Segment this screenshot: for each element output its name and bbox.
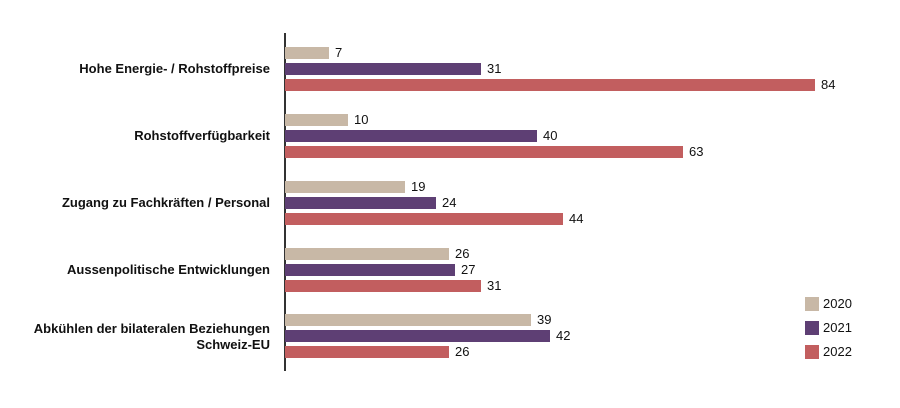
data-label: 39 [537, 312, 552, 327]
bar-2021 [285, 130, 537, 142]
bar-2021 [285, 63, 481, 75]
bar-2022 [285, 280, 481, 292]
data-label: 10 [354, 112, 369, 127]
bar-2020 [285, 47, 329, 59]
category-label: Rohstoffverfügbarkeit [134, 128, 270, 143]
legend-label: 2022 [823, 344, 852, 359]
data-label: 40 [543, 128, 558, 143]
legend-label: 2021 [823, 320, 852, 335]
bar-2020 [285, 114, 348, 126]
data-label: 42 [556, 328, 571, 343]
bar-2021 [285, 197, 436, 209]
bar-2021 [285, 264, 455, 276]
bar-2020 [285, 248, 449, 260]
data-label: 44 [569, 211, 584, 226]
data-label: 84 [821, 77, 836, 92]
data-label: 31 [487, 61, 502, 76]
data-label: 7 [335, 45, 343, 60]
category-label: Zugang zu Fachkräften / Personal [61, 195, 270, 210]
data-label: 24 [442, 195, 457, 210]
category-label: Abkühlen der bilateralen Beziehungen [33, 321, 270, 336]
bar-2022 [285, 213, 563, 225]
data-label: 27 [461, 262, 476, 277]
legend-swatch [805, 321, 819, 335]
legend-swatch [805, 297, 819, 311]
bar-2022 [285, 346, 449, 358]
data-label: 63 [689, 144, 704, 159]
bar-2022 [285, 146, 683, 158]
data-label: 19 [411, 179, 426, 194]
category-label: Hohe Energie- / Rohstoffpreise [79, 61, 270, 76]
bar-2020 [285, 181, 405, 193]
category-label: Aussenpolitische Entwicklungen [67, 262, 270, 277]
bar-2020 [285, 314, 531, 326]
bar-2021 [285, 330, 550, 342]
category-label: Schweiz-EU [196, 337, 270, 352]
y-axis-line [284, 33, 286, 371]
legend-swatch [805, 345, 819, 359]
bar-2022 [285, 79, 815, 91]
data-label: 26 [455, 246, 470, 261]
data-label: 26 [455, 344, 470, 359]
data-label: 31 [487, 278, 502, 293]
legend-label: 2020 [823, 296, 852, 311]
